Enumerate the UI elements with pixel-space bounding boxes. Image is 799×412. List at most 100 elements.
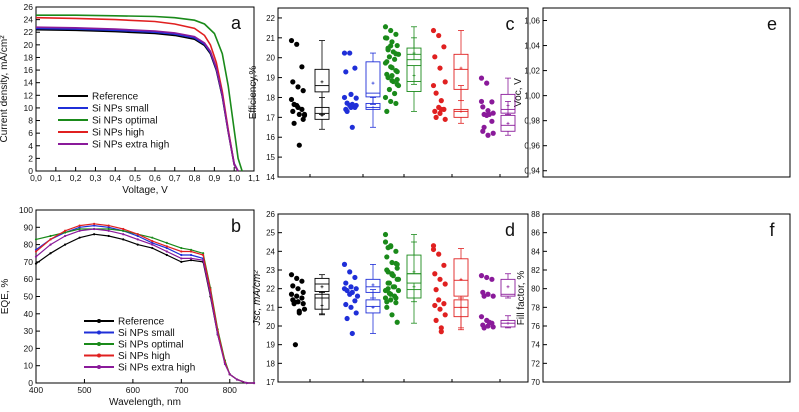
data-point	[393, 100, 399, 107]
data-point	[389, 73, 395, 79]
series-point	[107, 227, 110, 231]
data-point	[348, 304, 354, 310]
series-point	[93, 233, 96, 236]
data-point	[343, 280, 349, 286]
data-point	[441, 301, 447, 307]
data-point	[389, 312, 395, 318]
y-tick-label: 82	[531, 266, 540, 275]
y-axis-label: Efficiency,%	[248, 66, 259, 120]
series-point	[165, 241, 168, 244]
data-point	[388, 64, 394, 70]
x-tick-label: 0,1	[50, 173, 62, 183]
series-point	[228, 373, 231, 376]
x-tick-label: 500	[77, 385, 91, 395]
x-tick-label: 0,4	[109, 173, 121, 183]
data-point	[394, 319, 400, 325]
legend-marker	[97, 319, 101, 323]
series-point	[180, 253, 183, 257]
data-point	[478, 98, 485, 105]
data-point	[437, 65, 443, 71]
data-point	[295, 84, 301, 90]
data-point	[388, 244, 394, 250]
box	[453, 108, 469, 118]
y-tick-label: 18	[266, 93, 275, 102]
x-tick-label: 1,0	[228, 173, 240, 183]
box	[453, 258, 469, 297]
x-tick-label: 400	[29, 385, 43, 395]
series-point	[34, 255, 38, 258]
data-point	[442, 79, 448, 85]
y-tick-label: 1,00	[524, 92, 540, 101]
y-tick-label: 0	[28, 166, 33, 176]
series-point	[245, 381, 248, 385]
panel-e: e 0,94 0,96 0,98 1,00 1,02 1,04 1,06 Voc, V	[288, 7, 791, 178]
data-point	[347, 269, 353, 275]
legend-label: Si NPs small	[92, 104, 149, 115]
data-point	[343, 69, 349, 75]
series-point	[151, 240, 154, 243]
data-point	[486, 111, 492, 118]
data-point	[480, 104, 486, 110]
series-point	[136, 243, 139, 246]
data-point	[349, 101, 355, 107]
y-tick-label: 18	[266, 359, 275, 368]
box	[314, 277, 330, 292]
series-point	[93, 227, 96, 231]
data-point	[433, 90, 439, 96]
data-point	[388, 98, 394, 105]
data-point	[478, 314, 485, 320]
legend-label: Reference	[118, 317, 165, 328]
legend-marker	[97, 365, 101, 369]
data-point	[388, 27, 394, 34]
y-tick-label: 8	[28, 116, 33, 126]
data-point	[296, 142, 302, 148]
data-point	[490, 293, 496, 299]
data-point	[478, 273, 485, 279]
data-point	[433, 287, 439, 293]
series-line-4	[35, 228, 254, 384]
series-point	[180, 257, 183, 260]
series-point	[252, 381, 256, 385]
series-point	[216, 333, 219, 336]
data-point	[389, 39, 395, 45]
x-axis-label: Voltage, V	[122, 185, 168, 196]
series-line-2	[36, 14, 243, 172]
data-point	[292, 342, 298, 348]
y-tick-label: 1,06	[524, 17, 540, 26]
y-tick-label: 84	[531, 247, 540, 256]
y-axis-label: Fill factor, %	[516, 271, 527, 326]
data-point	[442, 116, 448, 122]
x-axis-label: Wavelength, nm	[109, 397, 181, 408]
data-point	[300, 289, 306, 295]
y-tick-label: 18	[24, 52, 34, 62]
series-point	[165, 246, 168, 250]
y-tick-label: 78	[531, 303, 540, 312]
data-point	[294, 41, 300, 47]
data-point	[393, 67, 399, 74]
data-point	[385, 280, 391, 286]
box	[406, 59, 422, 92]
legend-label: Si NPs optimal	[118, 340, 184, 351]
data-point	[389, 259, 395, 266]
data-point	[386, 54, 392, 60]
legend-label: Si NPs small	[118, 328, 175, 339]
data-point	[485, 291, 491, 297]
series-point	[235, 378, 239, 381]
panel-f: f 70 72 74 76 78 80 82 84 86 88 Fill factor, %	[288, 210, 791, 387]
series-point	[63, 231, 67, 234]
series-point	[34, 262, 38, 265]
x-tick-label: 800	[223, 385, 237, 395]
series-point	[49, 252, 52, 255]
data-point	[489, 118, 495, 124]
y-tick-label: 21	[266, 303, 275, 312]
series-point	[189, 259, 193, 262]
series-point	[93, 224, 96, 227]
data-point	[384, 35, 390, 41]
series-point	[78, 224, 81, 227]
x-tick-label: 0,0	[30, 173, 42, 183]
y-tick-label: 22	[266, 285, 275, 294]
series-point	[63, 234, 67, 238]
panel-frame	[542, 7, 791, 178]
data-point	[384, 71, 390, 77]
y-tick-label: 22	[266, 14, 275, 23]
